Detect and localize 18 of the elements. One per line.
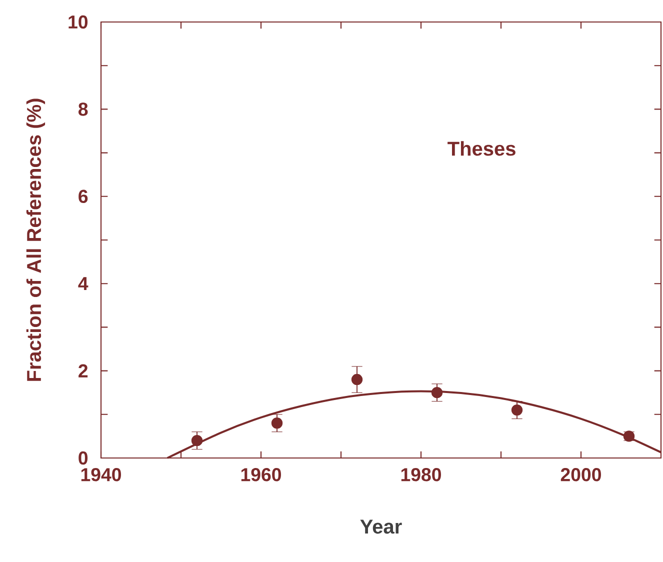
y-tick-label: 2 bbox=[78, 364, 88, 378]
y-tick-label: 6 bbox=[78, 190, 88, 204]
point bbox=[271, 418, 283, 429]
x-tick-label: 1960 bbox=[241, 468, 281, 482]
x-tick-label: 1940 bbox=[81, 468, 121, 482]
x-axis-title: Year bbox=[360, 520, 402, 534]
y-tick-label: 8 bbox=[78, 102, 88, 116]
point bbox=[351, 374, 363, 386]
point bbox=[431, 387, 443, 398]
x-tick-label: 1980 bbox=[401, 468, 441, 482]
x-tick-label: 2000 bbox=[560, 468, 601, 482]
y-tick-label: 4 bbox=[78, 277, 88, 290]
y-tick-label: 0 bbox=[78, 451, 88, 465]
y-axis-title: Fraction of All References (%) bbox=[26, 98, 46, 381]
point bbox=[511, 404, 523, 416]
y-tick-label: 10 bbox=[68, 15, 88, 29]
annotation: Theses bbox=[448, 141, 516, 156]
point bbox=[191, 434, 203, 446]
